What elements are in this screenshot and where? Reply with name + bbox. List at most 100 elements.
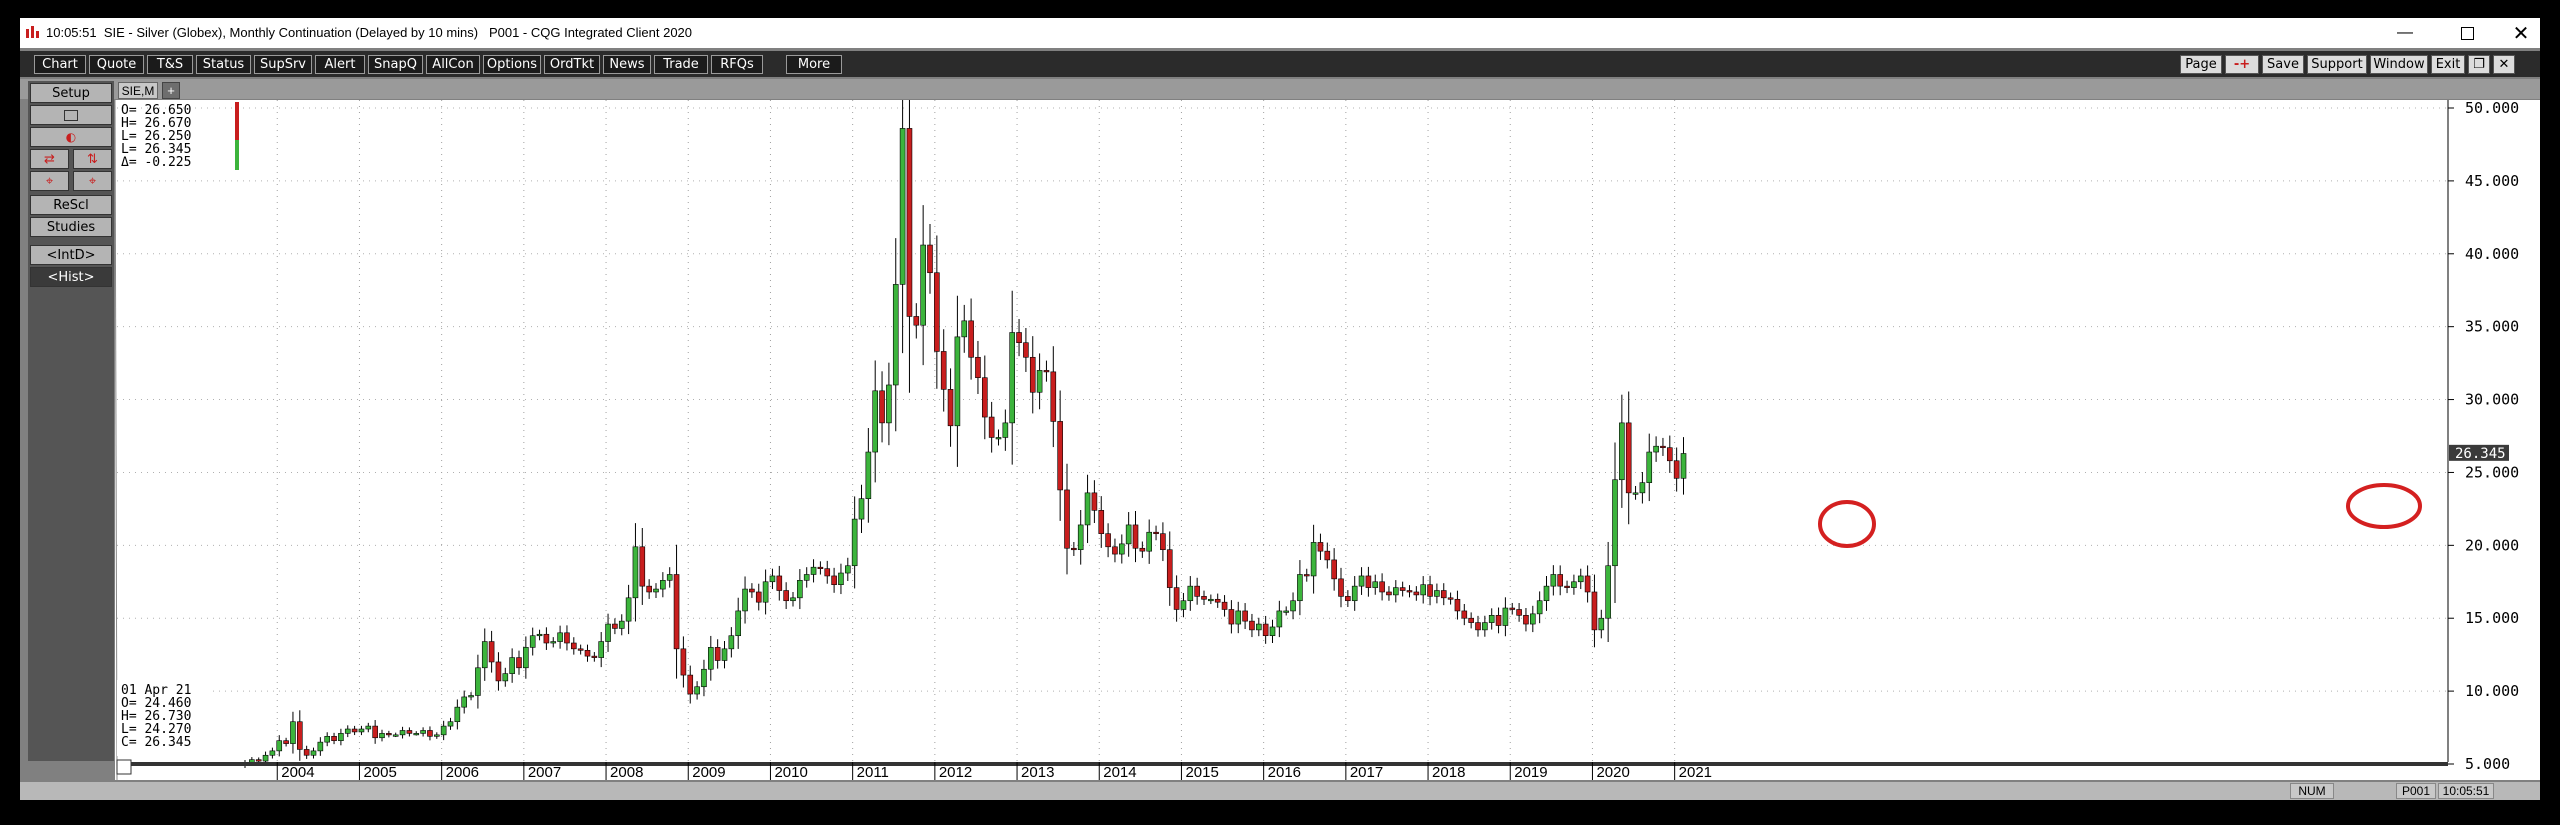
candle	[934, 235, 940, 389]
add-tab-button[interactable]: +	[162, 82, 180, 99]
window-title: 10:05:51 SIE - Silver (Globex), Monthly …	[46, 25, 692, 40]
setup-button[interactable]: Setup	[30, 83, 112, 103]
close-pane-icon[interactable]: ✕	[2493, 55, 2515, 74]
candle	[1427, 575, 1433, 606]
intraday-button[interactable]: <IntD>	[30, 245, 112, 265]
candle	[1091, 480, 1098, 524]
current-bar-marker-down	[235, 102, 239, 140]
candle	[1461, 604, 1468, 626]
candle	[612, 618, 618, 635]
candle-body-up	[454, 706, 461, 723]
candle	[858, 484, 865, 534]
candle	[844, 557, 851, 582]
candle	[920, 205, 926, 366]
close-icon[interactable]: ✕	[2512, 22, 2530, 45]
candle-body-down	[755, 591, 762, 603]
status-bar: NUM P001 10:05:51	[20, 782, 2540, 800]
candle	[372, 720, 378, 744]
menu-status-button[interactable]: Status	[196, 55, 251, 74]
candle	[1495, 607, 1502, 634]
minimize-icon[interactable]: —	[2397, 24, 2413, 41]
menu-alert-button[interactable]: Alert	[315, 55, 365, 74]
candle	[523, 636, 529, 679]
candle	[344, 725, 351, 738]
candle	[1228, 600, 1235, 634]
candle	[1632, 485, 1639, 500]
candle-body-down	[988, 416, 995, 438]
candle	[653, 583, 659, 598]
candle	[379, 729, 385, 742]
x-tick-label: 2021	[1679, 764, 1712, 780]
studies-button[interactable]: Studies	[30, 217, 112, 237]
menu-window-button[interactable]: Window	[2370, 55, 2428, 74]
candle-body-up	[625, 597, 632, 622]
restore-icon[interactable]: ❐	[2468, 55, 2490, 74]
maximize-icon[interactable]	[2444, 18, 2490, 48]
candle-body-down	[1523, 615, 1529, 625]
candle	[303, 745, 310, 759]
menu-ts-button[interactable]: T&S	[147, 55, 193, 74]
candle-body-down	[1098, 510, 1105, 534]
menu-save-button[interactable]: Save	[2262, 55, 2304, 74]
candle	[1564, 580, 1570, 594]
candle-body-down	[1379, 581, 1385, 593]
candles-layer	[242, 100, 1687, 769]
menu-allcon-button[interactable]: AllCon	[426, 55, 480, 74]
candle-body-up	[536, 633, 543, 637]
candle-body-down	[879, 390, 885, 424]
candle-body-down	[255, 759, 262, 762]
menu-news-button[interactable]: News	[603, 55, 651, 74]
x-tick-label: 2020	[1596, 764, 1629, 780]
menu-supsrv-button[interactable]: SupSrv	[254, 55, 312, 74]
scroll-right-icon[interactable]: ⇅	[73, 149, 112, 169]
menu-ordtkt-button[interactable]: OrdTkt	[544, 55, 600, 74]
candle	[1413, 586, 1420, 601]
candle	[317, 737, 324, 756]
menu-support-button[interactable]: Support	[2307, 55, 2367, 74]
candle-body-down	[297, 721, 303, 750]
menu-trade-button[interactable]: Trade	[654, 55, 708, 74]
candle	[1557, 565, 1563, 596]
menu-snapq-button[interactable]: SnapQ	[368, 55, 423, 74]
candle-body-down	[1057, 421, 1063, 491]
x-tick-label: 2016	[1268, 764, 1301, 780]
candle-body-down	[1461, 610, 1468, 619]
candle-body-up	[1482, 622, 1488, 631]
menu-exit-button[interactable]: Exit	[2431, 55, 2465, 74]
candle	[646, 579, 652, 599]
chart-tab[interactable]: SIE,M	[118, 82, 158, 99]
price-chart[interactable]: 50.000 45.000 40.000 35.000 30.000 25.000 20.0…	[115, 100, 2540, 780]
zoom-in-icon[interactable]: ⌖	[30, 171, 69, 191]
menu-resize-button[interactable]: -+	[2225, 55, 2259, 74]
menu-quote-button[interactable]: Quote	[89, 55, 144, 74]
historical-button[interactable]: <Hist>	[30, 267, 112, 287]
menu-rfqs-button[interactable]: RFQs	[711, 55, 763, 74]
menu-options-button[interactable]: Options	[483, 55, 541, 74]
candle-body-up	[728, 635, 735, 650]
candle	[1050, 346, 1057, 448]
candle	[1023, 328, 1029, 372]
menu-more-button[interactable]: More	[786, 55, 842, 74]
menu-page-button[interactable]: Page	[2180, 55, 2222, 74]
scroll-left-icon[interactable]: ⇄	[30, 149, 69, 169]
candle	[803, 567, 810, 588]
candle-body-up	[1036, 370, 1043, 393]
candle-body-down	[577, 648, 584, 651]
candle	[269, 747, 276, 759]
candle-body-down	[488, 641, 495, 663]
candle-body-up	[899, 128, 906, 285]
menu-bar: Chart Quote T&S Status SupSrv Alert Snap…	[20, 51, 2540, 77]
candle-body-up	[886, 384, 892, 424]
cursor-mode-icon[interactable]: ◐	[30, 127, 112, 147]
candle	[981, 355, 988, 440]
candle-body-down	[1139, 547, 1146, 552]
rescale-button[interactable]: ReScl	[30, 195, 112, 215]
menu-chart-button[interactable]: Chart	[34, 55, 86, 74]
zoom-out-icon[interactable]: ⌖	[73, 171, 112, 191]
candle-body-up	[844, 565, 851, 574]
candle-body-up	[392, 734, 399, 737]
candle-body-up	[1009, 332, 1016, 424]
x-tick-label: 2009	[692, 764, 725, 780]
candle-body-up	[1118, 543, 1125, 555]
print-icon[interactable]	[30, 105, 112, 125]
